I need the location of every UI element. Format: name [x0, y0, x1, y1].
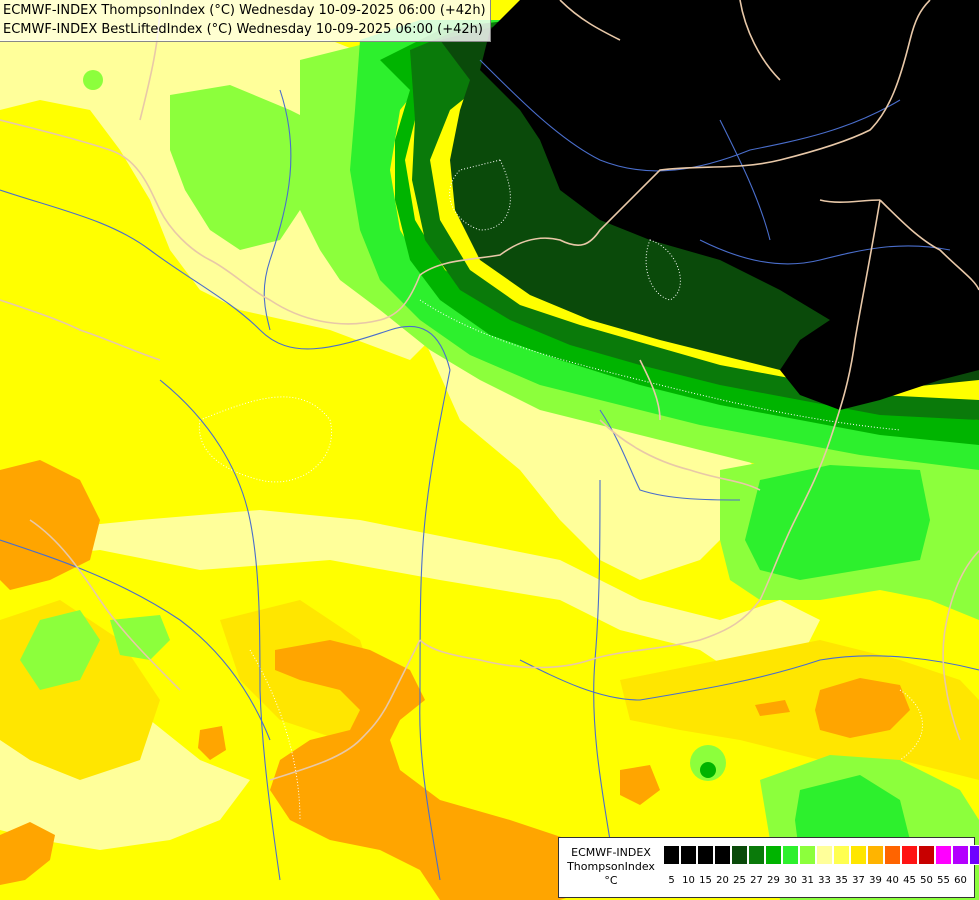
- field-green-band: [380, 20, 979, 445]
- legend-swatch: [935, 845, 952, 865]
- legend-tick-label: 30: [784, 875, 797, 886]
- legend-tick-label: 55: [937, 875, 950, 886]
- border-lines: [0, 0, 979, 781]
- field-yellowgreen-west: [20, 610, 100, 690]
- field-darkgreen-band: [410, 15, 979, 420]
- color-legend: ECMWF-INDEX ThompsonIndex °C 5 10 15 20 25 27…: [558, 837, 979, 898]
- legend-title: ECMWF-INDEX ThompsonIndex °C: [563, 846, 659, 888]
- legend-tick-label: 5: [668, 875, 675, 886]
- legend-swatch: [799, 845, 816, 865]
- field-lightgreen-band: [350, 20, 979, 470]
- legend-swatch: [680, 845, 697, 865]
- legend-tick-label: 15: [699, 875, 712, 886]
- legend-swatch: [697, 845, 714, 865]
- field-pale-yellow-south: [0, 510, 820, 690]
- legend-tick-label: 39: [869, 875, 882, 886]
- field-yellowgreen-w2: [110, 615, 170, 660]
- legend-swatches: [663, 845, 979, 865]
- field-orange-center: [270, 640, 600, 900]
- field-orange-west: [0, 460, 100, 590]
- legend-swatch: [867, 845, 884, 865]
- legend-tick-label: 31: [801, 875, 814, 886]
- legend-tick-label: 40: [886, 875, 899, 886]
- field-orange-se: [815, 678, 910, 738]
- field-black: [480, 0, 979, 410]
- field-orange-sw: [0, 822, 55, 885]
- field-lightgreen-east: [745, 465, 930, 580]
- legend-unit: °C: [604, 874, 618, 887]
- legend-tick-label: 37: [852, 875, 865, 886]
- legend-swatch: [952, 845, 969, 865]
- legend-swatch: [714, 845, 731, 865]
- legend-swatch: [901, 845, 918, 865]
- legend-tick-label: 27: [750, 875, 763, 886]
- field-orange-small1: [198, 726, 226, 760]
- legend-swatch: [918, 845, 935, 865]
- river-lines: [0, 59, 979, 881]
- field-yellowgreen-nw: [170, 85, 330, 250]
- legend-ticks: 5 10 15 20 25 27 29 30 31 33 35 37 39 40 45 50 55 60: [663, 875, 969, 887]
- legend-tick-label: 50: [920, 875, 933, 886]
- legend-tick-label: 29: [767, 875, 780, 886]
- legend-swatch: [850, 845, 867, 865]
- legend-swatch: [663, 845, 680, 865]
- legend-swatch: [884, 845, 901, 865]
- legend-swatch: [731, 845, 748, 865]
- field-yellowgreen-dot2: [83, 70, 103, 90]
- legend-swatch: [816, 845, 833, 865]
- legend-swatch: [969, 845, 979, 865]
- field-orange-small2: [620, 765, 660, 805]
- contour-lines: [198, 159, 923, 821]
- map-header: ECMWF-INDEX ThompsonIndex (°C) Wednesday…: [0, 0, 491, 42]
- legend-tick-label: 33: [818, 875, 831, 886]
- header-line-1: ECMWF-INDEX ThompsonIndex (°C) Wednesday…: [3, 3, 486, 18]
- legend-tick-label: 10: [682, 875, 695, 886]
- legend-tick-label: 60: [954, 875, 967, 886]
- field-gold-se: [620, 640, 979, 780]
- field-green-dot: [700, 762, 716, 778]
- legend-tick-label: 45: [903, 875, 916, 886]
- legend-tick-label: 25: [733, 875, 746, 886]
- legend-tick-label: 20: [716, 875, 729, 886]
- legend-swatch: [748, 845, 765, 865]
- header-line-2: ECMWF-INDEX BestLiftedIndex (°C) Wednesd…: [3, 22, 483, 37]
- legend-title-2: ThompsonIndex: [567, 860, 655, 873]
- legend-swatch: [765, 845, 782, 865]
- legend-tick-label: 35: [835, 875, 848, 886]
- legend-swatch: [782, 845, 799, 865]
- legend-title-1: ECMWF-INDEX: [571, 846, 651, 859]
- legend-swatch: [833, 845, 850, 865]
- field-orange-small3: [755, 700, 790, 716]
